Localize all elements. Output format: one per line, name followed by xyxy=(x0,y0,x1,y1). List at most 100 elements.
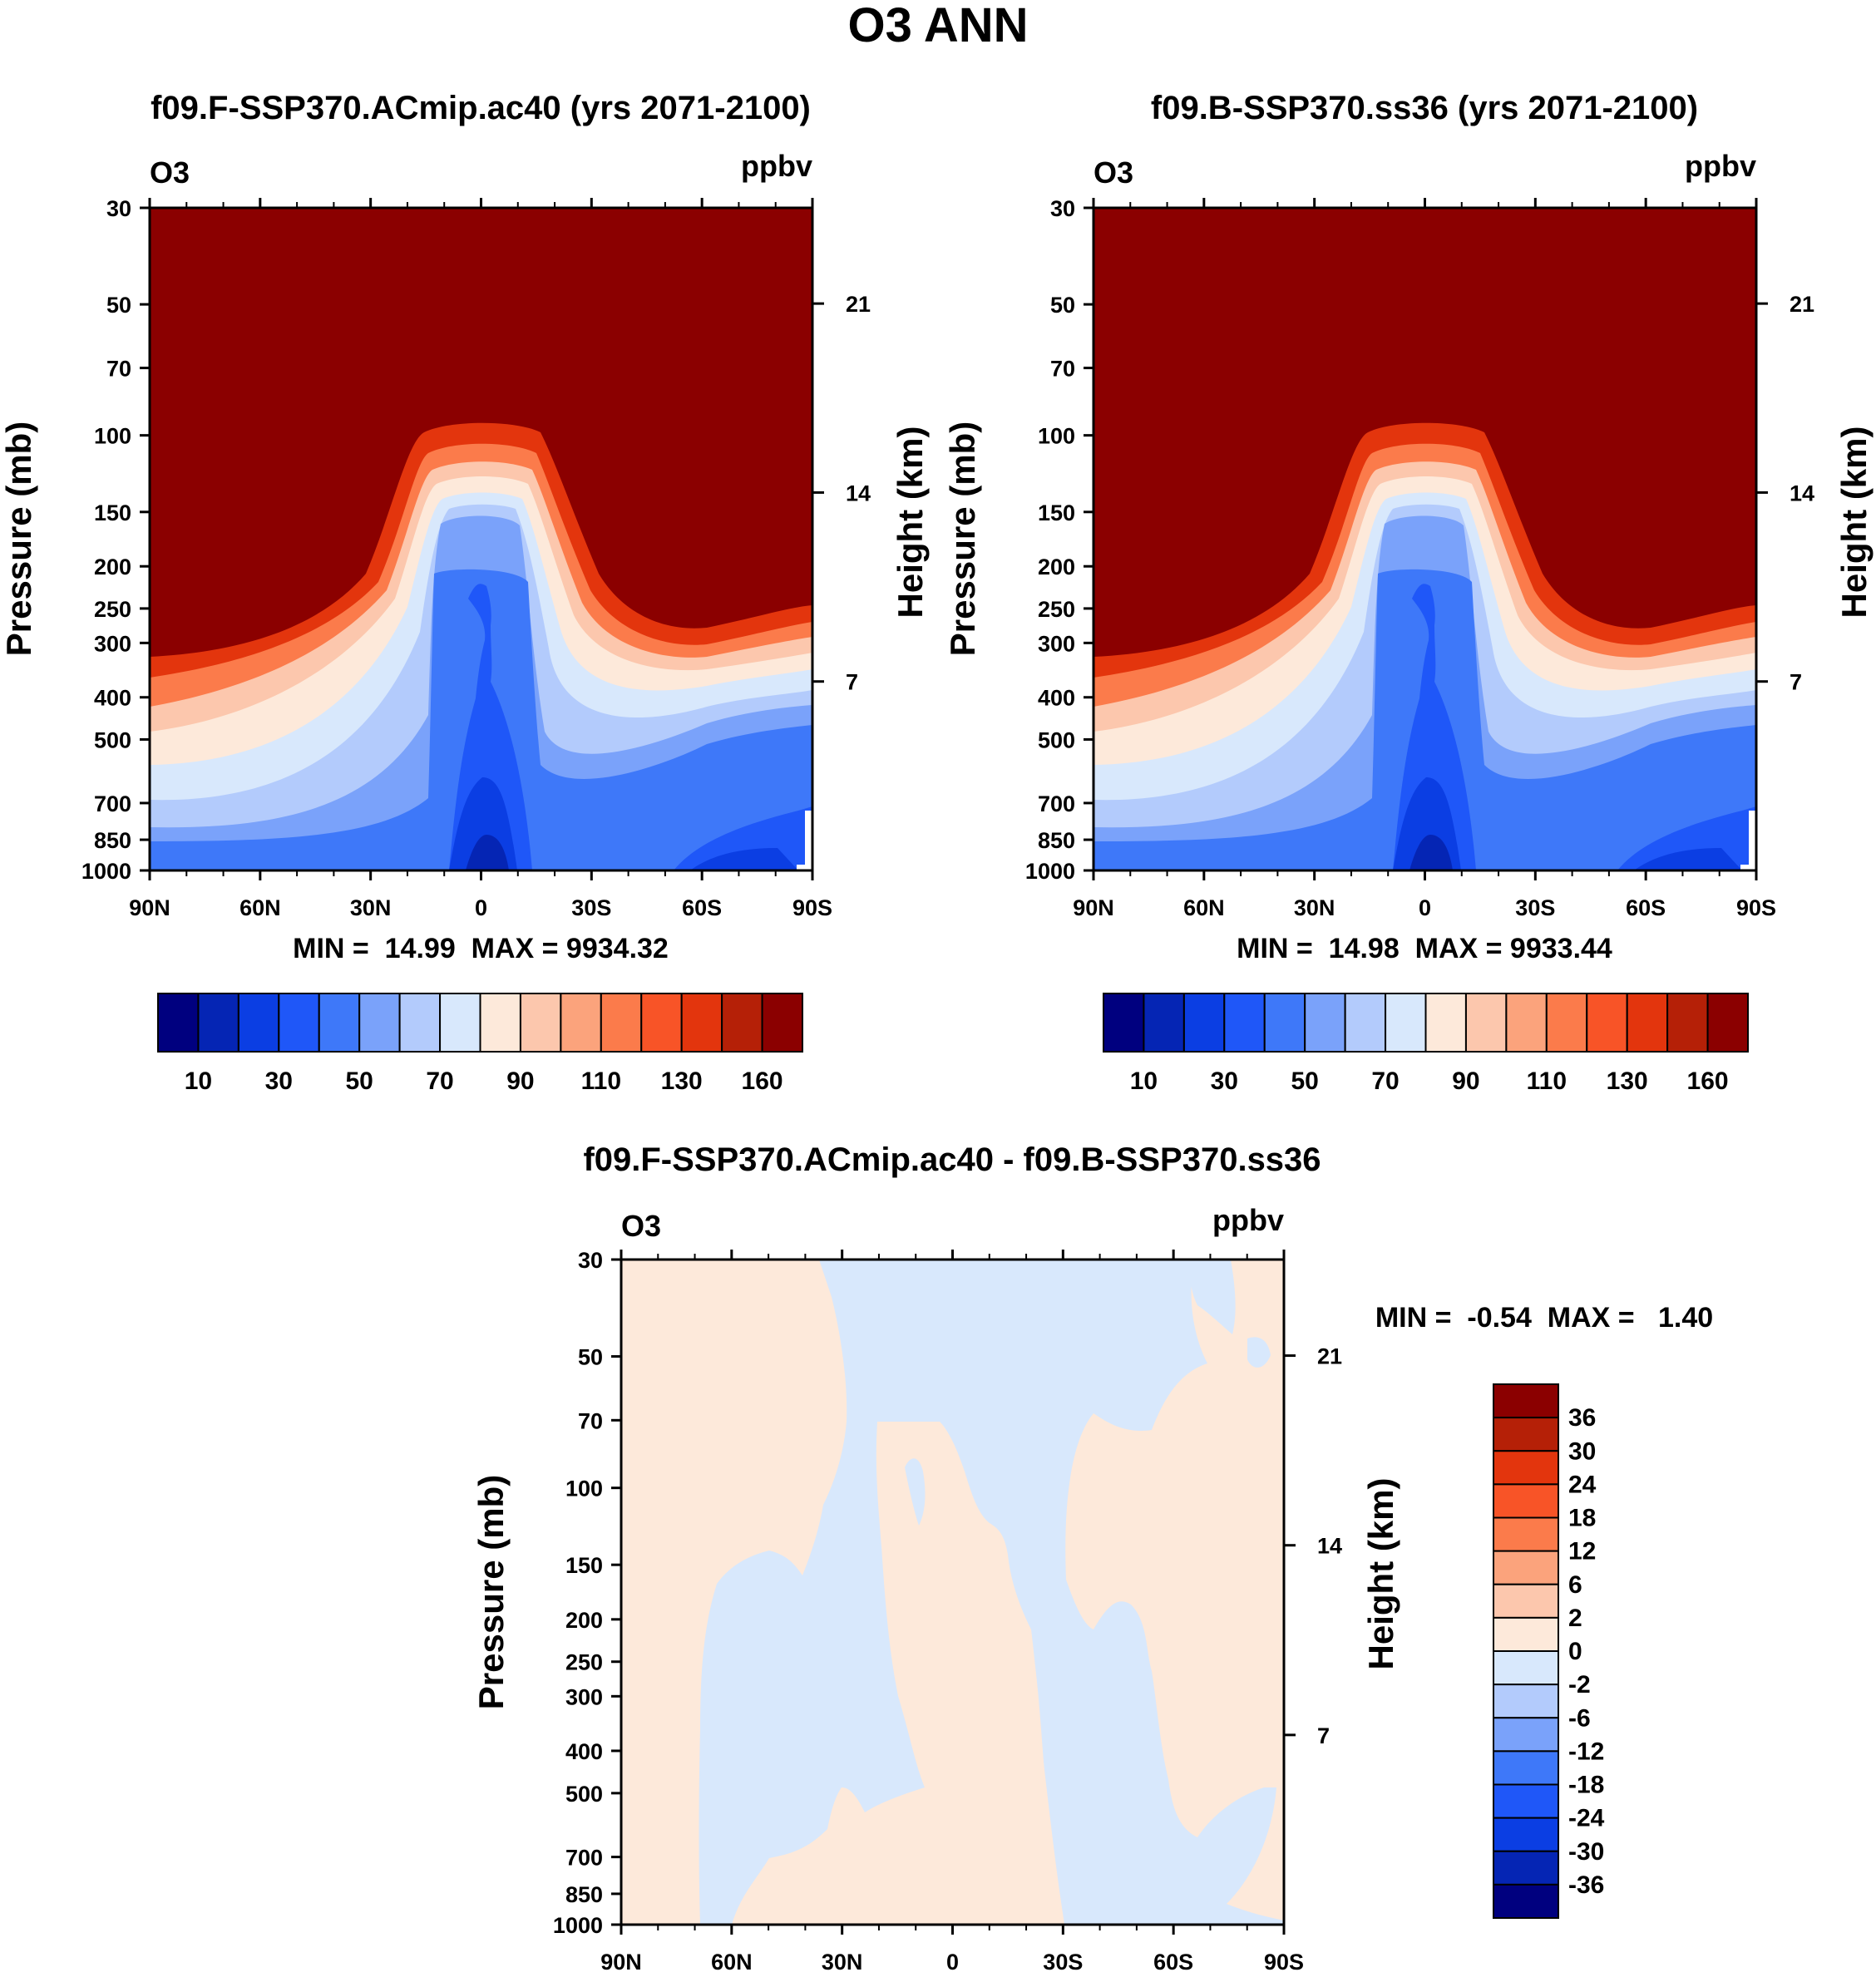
colorbar-swatch xyxy=(1626,993,1669,1053)
colorbar-label: 50 xyxy=(346,1067,373,1095)
colorbar-swatch xyxy=(1493,1850,1559,1886)
pressure-tick-label: 500 xyxy=(565,1782,603,1807)
colorbar-swatch xyxy=(600,993,643,1053)
colorbar-label: 110 xyxy=(1527,1067,1567,1095)
colorbar-swatch xyxy=(1385,993,1427,1053)
colorbar-swatch xyxy=(1493,1883,1559,1919)
colorbar-label: 160 xyxy=(742,1067,783,1095)
contour-band-negative xyxy=(699,1260,1284,1925)
pressure-tick-label: 850 xyxy=(94,828,131,853)
colorbar-swatch xyxy=(197,993,239,1053)
colorbar-swatch xyxy=(1505,993,1548,1053)
latitude-tick-label: 60S xyxy=(682,895,722,920)
colorbar-swatch xyxy=(721,993,763,1053)
contour-band-positive xyxy=(900,1422,1064,1925)
height-tick-label: 21 xyxy=(846,292,871,317)
colorbar-swatch xyxy=(560,993,602,1053)
panel-units-label: ppbv xyxy=(1685,149,1756,183)
colorbar-label: 130 xyxy=(1607,1067,1648,1095)
panel-units-label: ppbv xyxy=(1212,1203,1284,1237)
colorbar-label: -12 xyxy=(1568,1738,1604,1765)
contour-field xyxy=(1094,208,1756,870)
colorbar-label: 30 xyxy=(265,1067,293,1095)
colorbar-swatch xyxy=(1424,993,1467,1053)
pressure-tick-label: 850 xyxy=(1038,828,1075,853)
panel-title: f09.B-SSP370.ss36 (yrs 2071-2100) xyxy=(1151,90,1698,126)
pressure-tick-label: 400 xyxy=(1038,686,1075,711)
tick-marks xyxy=(611,1250,1296,1935)
colorbar-label: 30 xyxy=(1568,1437,1596,1465)
colorbar-label: 130 xyxy=(661,1067,703,1095)
colorbar-swatch xyxy=(358,993,401,1053)
latitude-tick-label: 30N xyxy=(1294,895,1335,920)
colorbar-swatch xyxy=(1493,1516,1559,1552)
contour-band xyxy=(466,835,509,870)
colorbar-label: 6 xyxy=(1568,1571,1582,1599)
pressure-tick-label: 400 xyxy=(94,686,131,711)
panel-left-label: O3 xyxy=(621,1209,661,1243)
colorbar-swatch xyxy=(1586,993,1628,1053)
colorbar-swatch xyxy=(1545,993,1588,1053)
latitude-tick-label: 0 xyxy=(475,895,487,920)
y-axis-label: Pressure (mb) xyxy=(943,422,982,656)
colorbar-label: 10 xyxy=(1130,1067,1158,1095)
latitude-tick-label: 90N xyxy=(129,895,170,920)
y-axis-label: Pressure (mb) xyxy=(0,422,38,656)
pressure-tick-labels: 30 50 70 100 150 200 250 300 400 500 700 850 1000 xyxy=(81,196,131,884)
height-tick-label: 7 xyxy=(1317,1723,1330,1748)
pressure-tick-labels: 30 50 70 100 150 200 250 300 400 500 700 850 1000 xyxy=(553,1248,603,1938)
panel-units-label: ppbv xyxy=(741,149,812,183)
latitude-tick-label: 0 xyxy=(946,1950,959,1975)
height-tick-label: 14 xyxy=(1317,1534,1342,1559)
colorbar-swatch xyxy=(1493,1383,1559,1419)
pressure-tick-label: 700 xyxy=(94,791,131,816)
colorbar-swatch xyxy=(1493,1817,1559,1852)
pressure-tick-labels: 30 50 70 100 150 200 250 300 400 500 700 850 1000 xyxy=(1025,196,1075,884)
height-tick-label: 7 xyxy=(1790,670,1802,695)
latitude-tick-label: 30N xyxy=(350,895,392,920)
pressure-tick-label: 300 xyxy=(1038,631,1075,656)
pressure-tick-label: 1000 xyxy=(81,859,131,884)
colorbar-swatch xyxy=(479,993,521,1053)
colorbar-label: 24 xyxy=(1568,1471,1597,1498)
colorbar-label: 30 xyxy=(1211,1067,1238,1095)
colorbar-swatch xyxy=(519,993,562,1053)
tick-marks xyxy=(1084,198,1768,880)
contour-band-positive xyxy=(1189,1260,1271,1368)
latitude-tick-label: 90N xyxy=(1073,895,1114,920)
pressure-tick-label: 400 xyxy=(565,1739,603,1764)
colorbar-swatch xyxy=(761,993,803,1053)
pressure-tick-label: 200 xyxy=(94,555,131,579)
panel-difference: f09.F-SSP370.ACmip.ac40 - f09.B-SSP370.s… xyxy=(471,1141,1713,1975)
pressure-tick-label: 500 xyxy=(1038,727,1075,752)
pressure-tick-label: 1000 xyxy=(553,1913,603,1938)
colorbar-swatch xyxy=(1493,1616,1559,1652)
colorbar-swatch xyxy=(1666,993,1709,1053)
colorbar-label: -30 xyxy=(1568,1838,1604,1866)
height-tick-labels: 21 14 7 xyxy=(846,292,871,695)
pressure-tick-label: 850 xyxy=(565,1882,603,1907)
colorbar-swatch xyxy=(1493,1583,1559,1619)
colorbar-swatch xyxy=(1493,1650,1559,1686)
pressure-tick-label: 50 xyxy=(106,293,131,318)
latitude-tick-label: 30N xyxy=(822,1950,863,1975)
pressure-tick-label: 300 xyxy=(565,1684,603,1709)
colorbar-swatch xyxy=(1493,1550,1559,1585)
colorbar-swatch xyxy=(157,993,200,1053)
colorbar-label: 12 xyxy=(1568,1538,1596,1565)
height-tick-label: 21 xyxy=(1790,292,1814,317)
colorbar-label: 110 xyxy=(581,1067,621,1095)
colorbar-label: 160 xyxy=(1687,1067,1729,1095)
stats-label: MIN = 14.98 MAX = 9933.44 xyxy=(1237,933,1612,964)
colorbar-swatch xyxy=(1493,1483,1559,1519)
panel-model: f09.F-SSP370.ACmip.ac40 (yrs 2071-2100) … xyxy=(0,90,930,1095)
latitude-tick-label: 30S xyxy=(1515,895,1555,920)
contour-field xyxy=(150,208,812,870)
colorbar-swatch xyxy=(680,993,723,1053)
colorbar-swatch xyxy=(1464,993,1508,1053)
pressure-tick-label: 70 xyxy=(106,357,131,382)
latitude-tick-label: 60N xyxy=(711,1950,753,1975)
latitude-tick-label: 30S xyxy=(571,895,611,920)
panel-title: f09.F-SSP370.ACmip.ac40 - f09.B-SSP370.s… xyxy=(583,1141,1321,1178)
colorbar: 10 30 50 70 90 110 130 160 xyxy=(157,993,803,1095)
